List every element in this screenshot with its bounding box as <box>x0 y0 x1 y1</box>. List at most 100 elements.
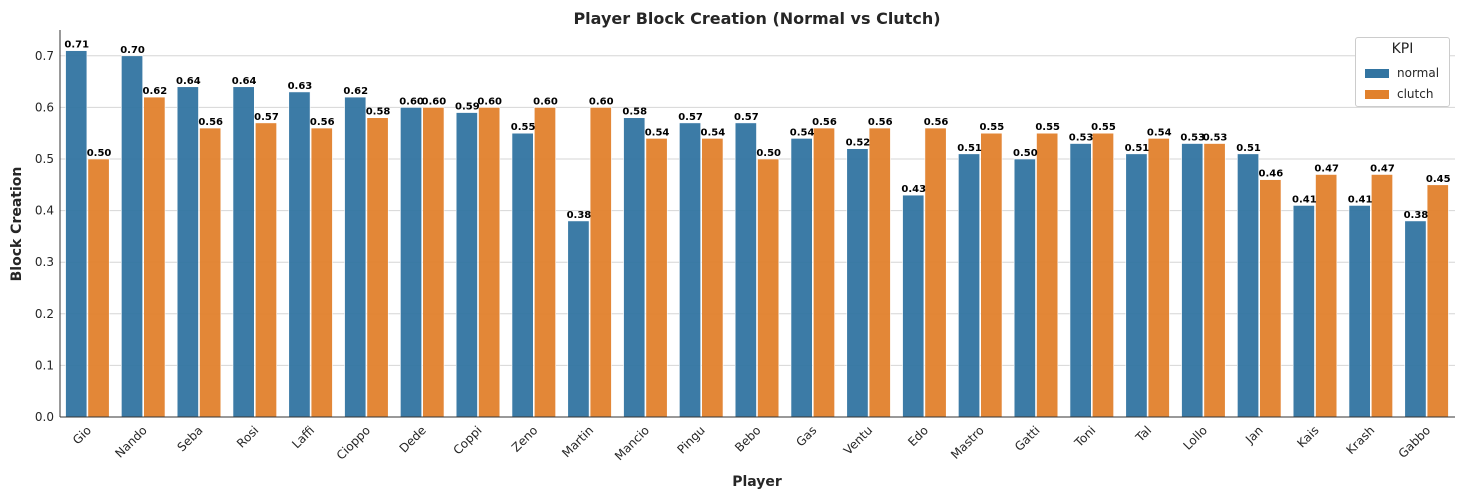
bar-value-label: 0.56 <box>868 117 893 128</box>
bar-value-label: 0.64 <box>232 76 257 87</box>
legend-label-normal: normal <box>1397 66 1440 80</box>
bar-clutch <box>1426 184 1449 418</box>
y-tick-label: 0.0 <box>35 410 54 424</box>
bar-normal <box>1069 143 1092 418</box>
bar-value-label: 0.55 <box>1091 122 1116 133</box>
bar-normal <box>1181 143 1204 418</box>
y-tick-label: 0.7 <box>35 49 54 63</box>
bar-value-label: 0.41 <box>1292 194 1317 205</box>
bar-value-label: 0.63 <box>288 81 313 92</box>
x-tick-label: Tal <box>1132 423 1154 445</box>
bar-value-label: 0.56 <box>310 117 335 128</box>
bar-value-label: 0.60 <box>589 96 614 107</box>
bar-value-label: 0.50 <box>1013 148 1038 159</box>
bar-value-label: 0.47 <box>1314 163 1339 174</box>
bar-value-label: 0.53 <box>1203 133 1228 144</box>
bars <box>65 50 1449 418</box>
bar-value-label: 0.41 <box>1348 194 1373 205</box>
bar-clutch <box>533 107 556 418</box>
bar-value-label: 0.51 <box>957 143 982 154</box>
y-tick-label: 0.6 <box>35 100 54 114</box>
bar-value-label: 0.54 <box>701 127 726 138</box>
bar-normal <box>902 194 925 418</box>
x-tick-label: Seba <box>175 423 206 454</box>
x-tick-label: Coppi <box>450 423 484 457</box>
bar-value-label: 0.57 <box>678 112 703 123</box>
bar-clutch <box>478 107 501 418</box>
legend: KPI normal clutch <box>1355 37 1450 107</box>
bar-clutch <box>366 117 389 418</box>
x-tick-label: Jan <box>1242 423 1266 447</box>
bar-normal <box>1125 153 1148 418</box>
x-axis-label: Player <box>732 474 782 490</box>
bar-value-label: 0.57 <box>734 112 759 123</box>
bar-value-label: 0.55 <box>511 122 536 133</box>
x-tick-label: Kais <box>1294 423 1321 450</box>
bar-value-label: 0.55 <box>980 122 1005 133</box>
legend-title: KPI <box>1391 41 1414 57</box>
y-tick-label: 0.3 <box>35 255 54 269</box>
x-tick-label: Gabbo <box>1396 423 1434 461</box>
bar-value-label: 0.70 <box>120 45 145 56</box>
bar-value-label: 0.38 <box>1404 210 1429 221</box>
y-tick-label: 0.1 <box>35 358 54 372</box>
x-tick-label: Gio <box>70 423 94 447</box>
x-tick-label: Toni <box>1071 423 1098 450</box>
x-tick-label: Cioppo <box>334 423 373 462</box>
bar-value-label: 0.64 <box>176 76 201 87</box>
bar-value-label: 0.47 <box>1370 163 1395 174</box>
legend-item-normal: normal <box>1365 65 1439 81</box>
x-tick-label: Bebo <box>732 423 764 455</box>
bar-value-label: 0.55 <box>1035 122 1060 133</box>
x-tick-label: Lollo <box>1180 423 1210 453</box>
bar-clutch <box>645 138 668 418</box>
bar-value-label: 0.58 <box>622 107 647 118</box>
x-tick-label: Gas <box>793 423 819 449</box>
bar-value-label: 0.62 <box>143 86 168 97</box>
bar-normal <box>400 107 423 418</box>
bar-normal <box>734 122 757 418</box>
y-axis-label: Block Creation <box>9 167 25 282</box>
bar-normal <box>288 91 311 418</box>
bar-normal <box>958 153 981 418</box>
bar-clutch <box>924 127 947 418</box>
bar-normal <box>232 86 255 418</box>
bar-clutch <box>701 138 724 418</box>
bar-clutch <box>87 158 110 418</box>
bar-clutch <box>1203 143 1226 418</box>
bar-value-label: 0.54 <box>645 127 670 138</box>
x-tick-label: Dede <box>397 423 429 455</box>
x-tick-label: Pingu <box>674 423 707 456</box>
x-tick-label: Edo <box>905 423 931 449</box>
bar-value-label: 0.53 <box>1069 133 1094 144</box>
bar-value-label: 0.50 <box>87 148 112 159</box>
bar-clutch <box>1036 132 1059 418</box>
bar-normal <box>344 96 367 418</box>
bar-value-label: 0.58 <box>366 107 391 118</box>
x-tick-label: Mancio <box>612 423 652 463</box>
bar-normal <box>1292 205 1315 418</box>
x-tick-label: Rosi <box>234 423 261 450</box>
bar-clutch <box>255 122 277 418</box>
bar-value-label: 0.62 <box>343 86 368 97</box>
bar-value-label: 0.45 <box>1426 174 1451 185</box>
x-tick-label: Martin <box>559 423 596 460</box>
bar-normal <box>623 117 646 418</box>
bar-value-label: 0.56 <box>812 117 837 128</box>
x-tick-labels: Gio Nando Seba Rosi Laffi Cioppo Dede Coppi Zeno… <box>70 423 1433 463</box>
bar-value-label: 0.56 <box>198 117 223 128</box>
bar-normal <box>511 132 534 418</box>
bar-value-label: 0.60 <box>477 96 502 107</box>
bar-normal <box>121 55 143 418</box>
x-tick-label: Laffi <box>289 423 317 451</box>
y-tick-label: 0.5 <box>35 152 54 166</box>
bar-normal <box>1348 205 1371 418</box>
bar-normal <box>455 112 478 418</box>
y-tick-labels: 0.0 0.1 0.2 0.3 0.4 0.5 0.6 0.7 <box>35 49 54 424</box>
bar-clutch <box>812 127 835 418</box>
bar-value-label: 0.53 <box>1180 133 1205 144</box>
bar-normal <box>1013 158 1036 418</box>
bar-clutch <box>422 107 445 418</box>
legend-swatch-clutch <box>1365 89 1389 99</box>
